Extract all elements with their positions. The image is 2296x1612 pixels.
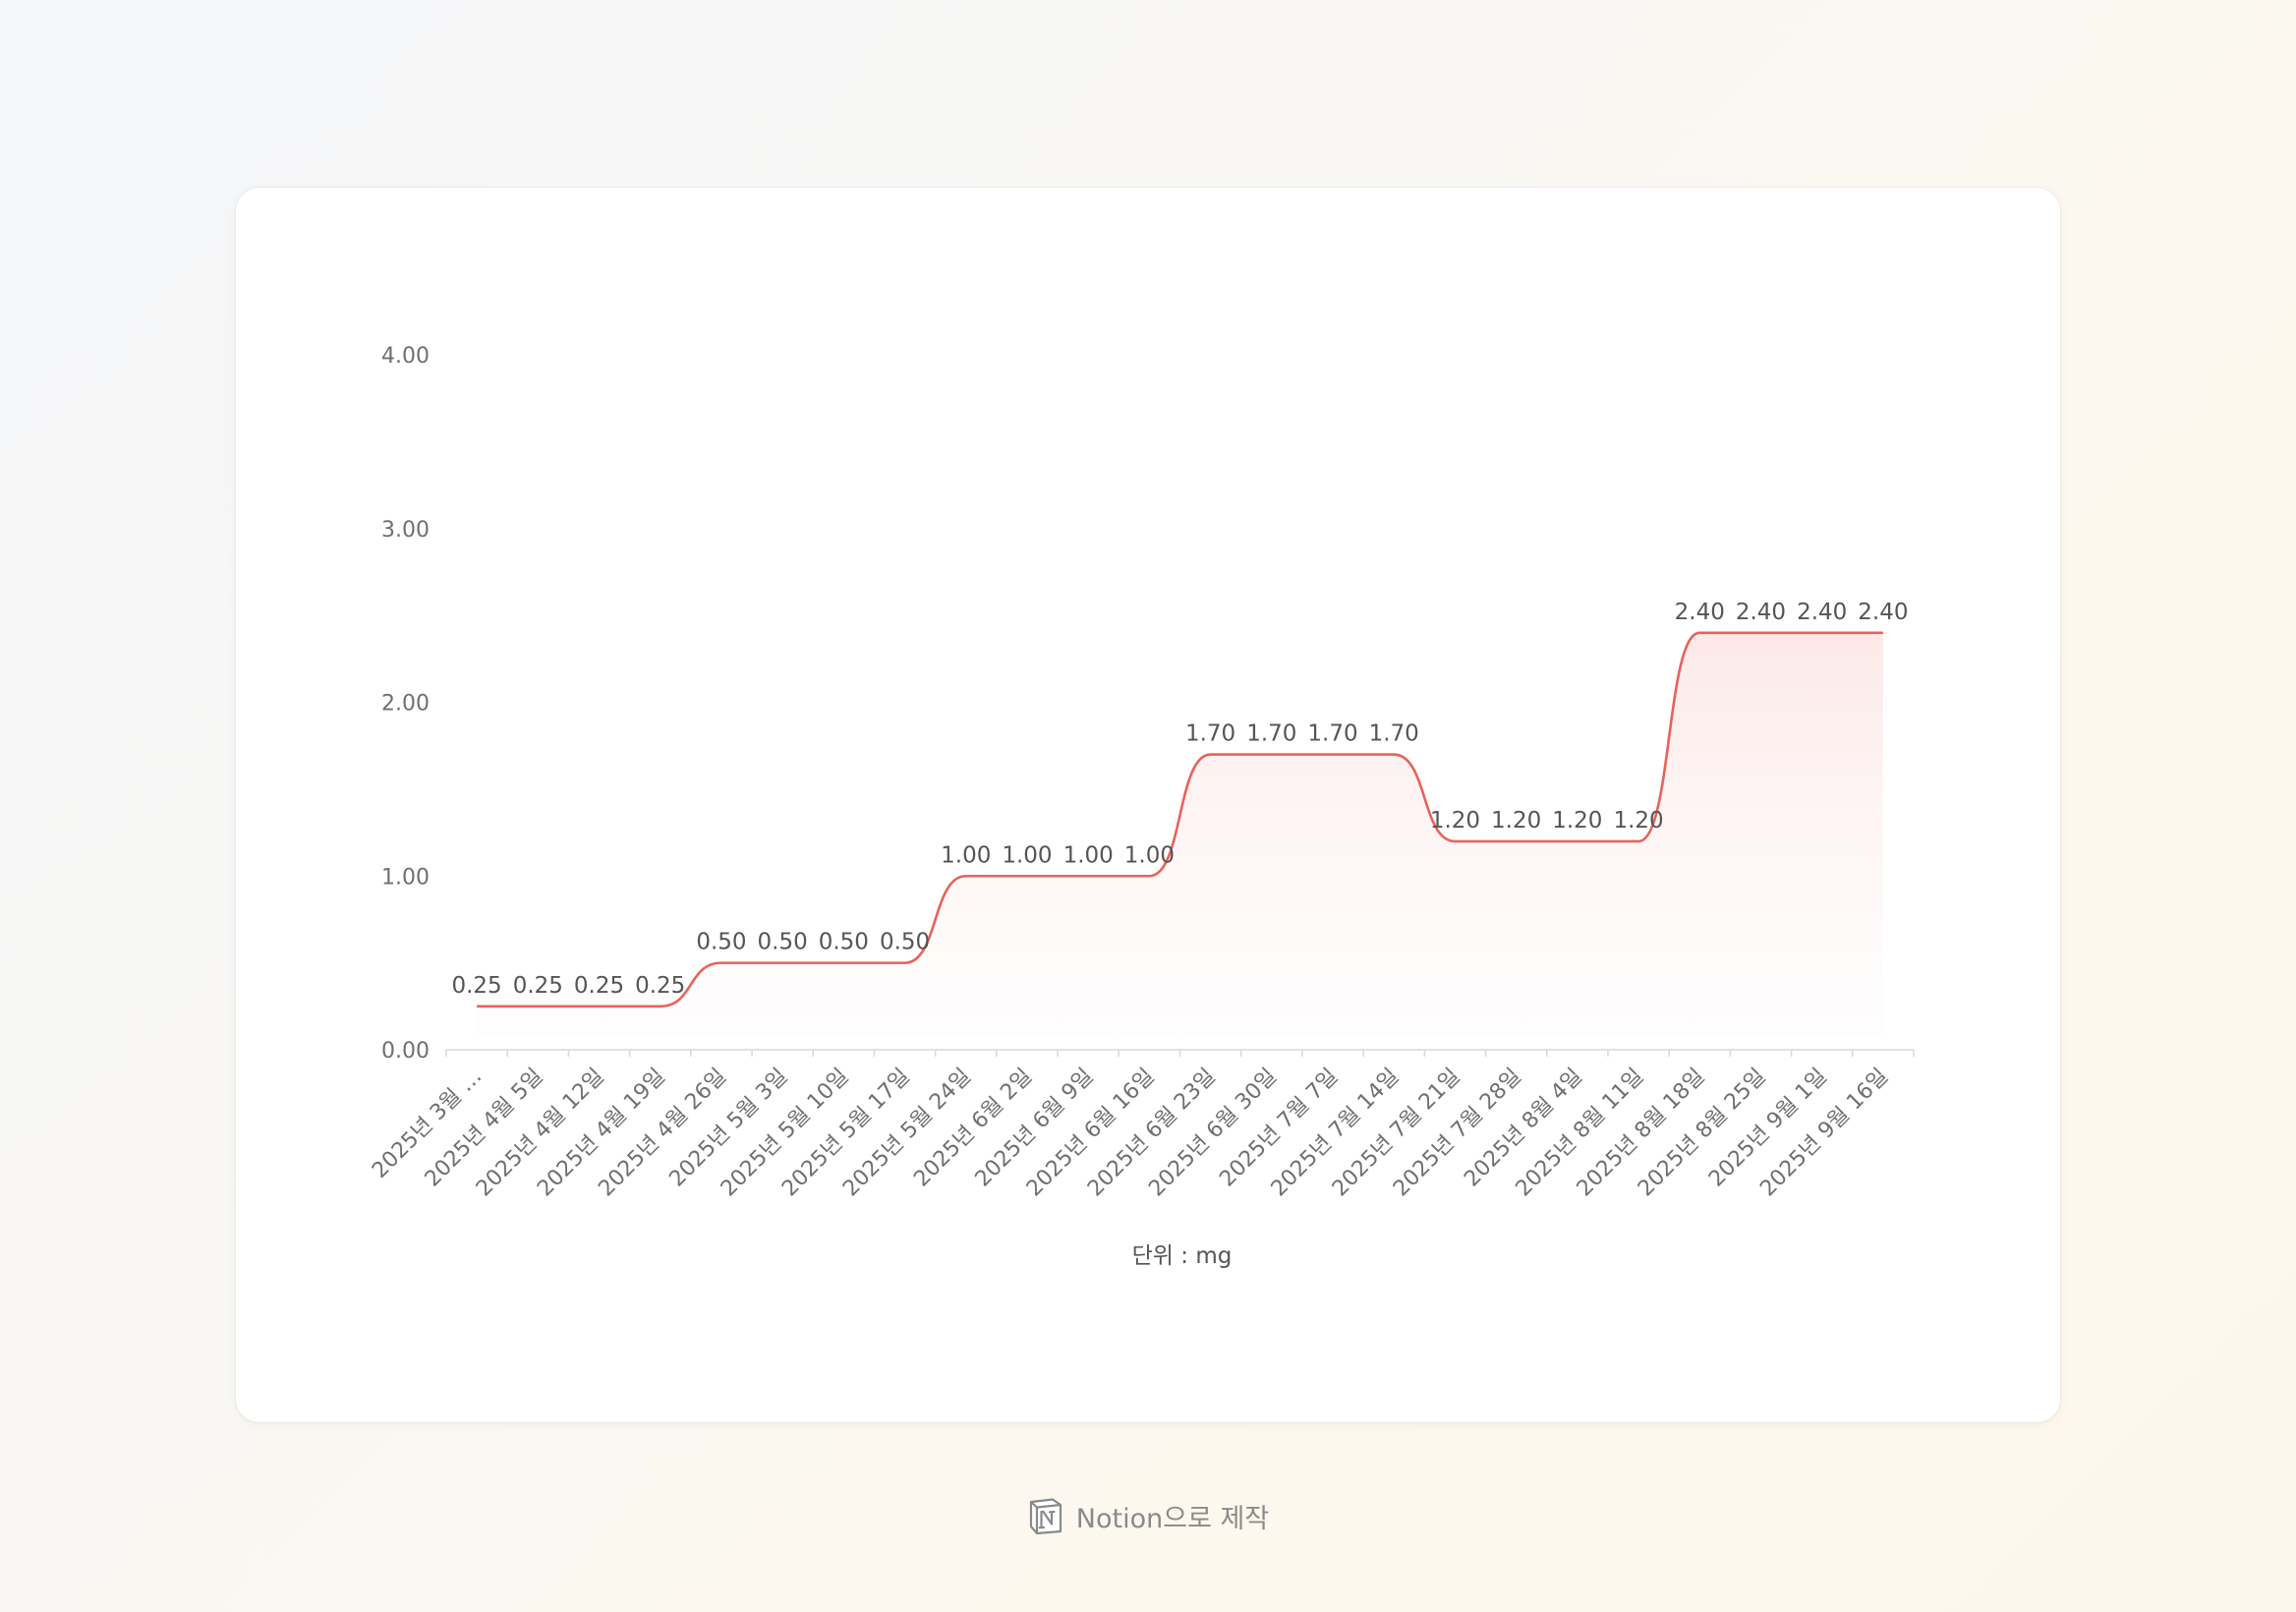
data-label: 0.25	[635, 973, 685, 999]
data-label: 2.40	[1797, 600, 1847, 625]
data-label: 0.25	[574, 973, 624, 999]
series-line	[477, 631, 1883, 1008]
data-label: 1.70	[1185, 721, 1235, 747]
data-label: 0.50	[819, 930, 869, 955]
y-tick-label: 1.00	[381, 865, 430, 890]
data-label: 1.00	[1002, 842, 1052, 868]
line-area-chart: 0.00 1.00 2.00 3.00 4.00 2025년 3월 …2025년 4월 …	[368, 344, 1915, 1269]
data-label: 0.25	[451, 973, 501, 999]
data-label: 1.20	[1430, 808, 1480, 834]
y-tick-label: 4.00	[381, 344, 430, 369]
data-label: 1.20	[1613, 808, 1663, 834]
data-label: 0.50	[880, 930, 930, 955]
data-label: 1.20	[1552, 808, 1602, 834]
data-label: 1.00	[1124, 842, 1175, 868]
data-label: 0.25	[513, 973, 563, 999]
notion-logo-icon	[1029, 1498, 1062, 1535]
data-label: 2.40	[1736, 600, 1786, 625]
data-label: 1.20	[1491, 808, 1541, 834]
data-labels: 0.25 0.25 0.25 0.25 0.50 0.50 0.50 0.50 1.00 1.00…	[451, 600, 1908, 999]
data-label: 1.70	[1369, 721, 1419, 747]
y-tick-label: 0.00	[381, 1039, 430, 1064]
y-tick-label: 2.00	[381, 692, 430, 717]
data-label: 1.70	[1246, 721, 1296, 747]
data-label: 1.00	[1063, 842, 1114, 868]
x-tick-label: 2025년 3월 …	[368, 1065, 487, 1183]
data-label: 1.00	[941, 842, 991, 868]
area-fill	[477, 632, 1883, 1036]
data-label: 2.40	[1858, 600, 1908, 625]
data-label: 1.70	[1307, 721, 1357, 747]
data-label: 0.50	[758, 930, 808, 955]
x-axis-title: 단위 : mg	[1132, 1243, 1233, 1269]
y-axis: 0.00 1.00 2.00 3.00 4.00	[381, 344, 430, 1064]
chart-card: 0.00 1.00 2.00 3.00 4.00 2025년 3월 … 2025년 4월 …	[236, 188, 2060, 1422]
footer-text: Notion으로 제작	[1075, 1503, 1270, 1534]
data-label: 2.40	[1675, 600, 1725, 625]
data-label: 0.50	[696, 930, 746, 955]
made-with-notion[interactable]: Notion으로 제작	[0, 1494, 2296, 1537]
y-tick-label: 3.00	[381, 518, 430, 543]
